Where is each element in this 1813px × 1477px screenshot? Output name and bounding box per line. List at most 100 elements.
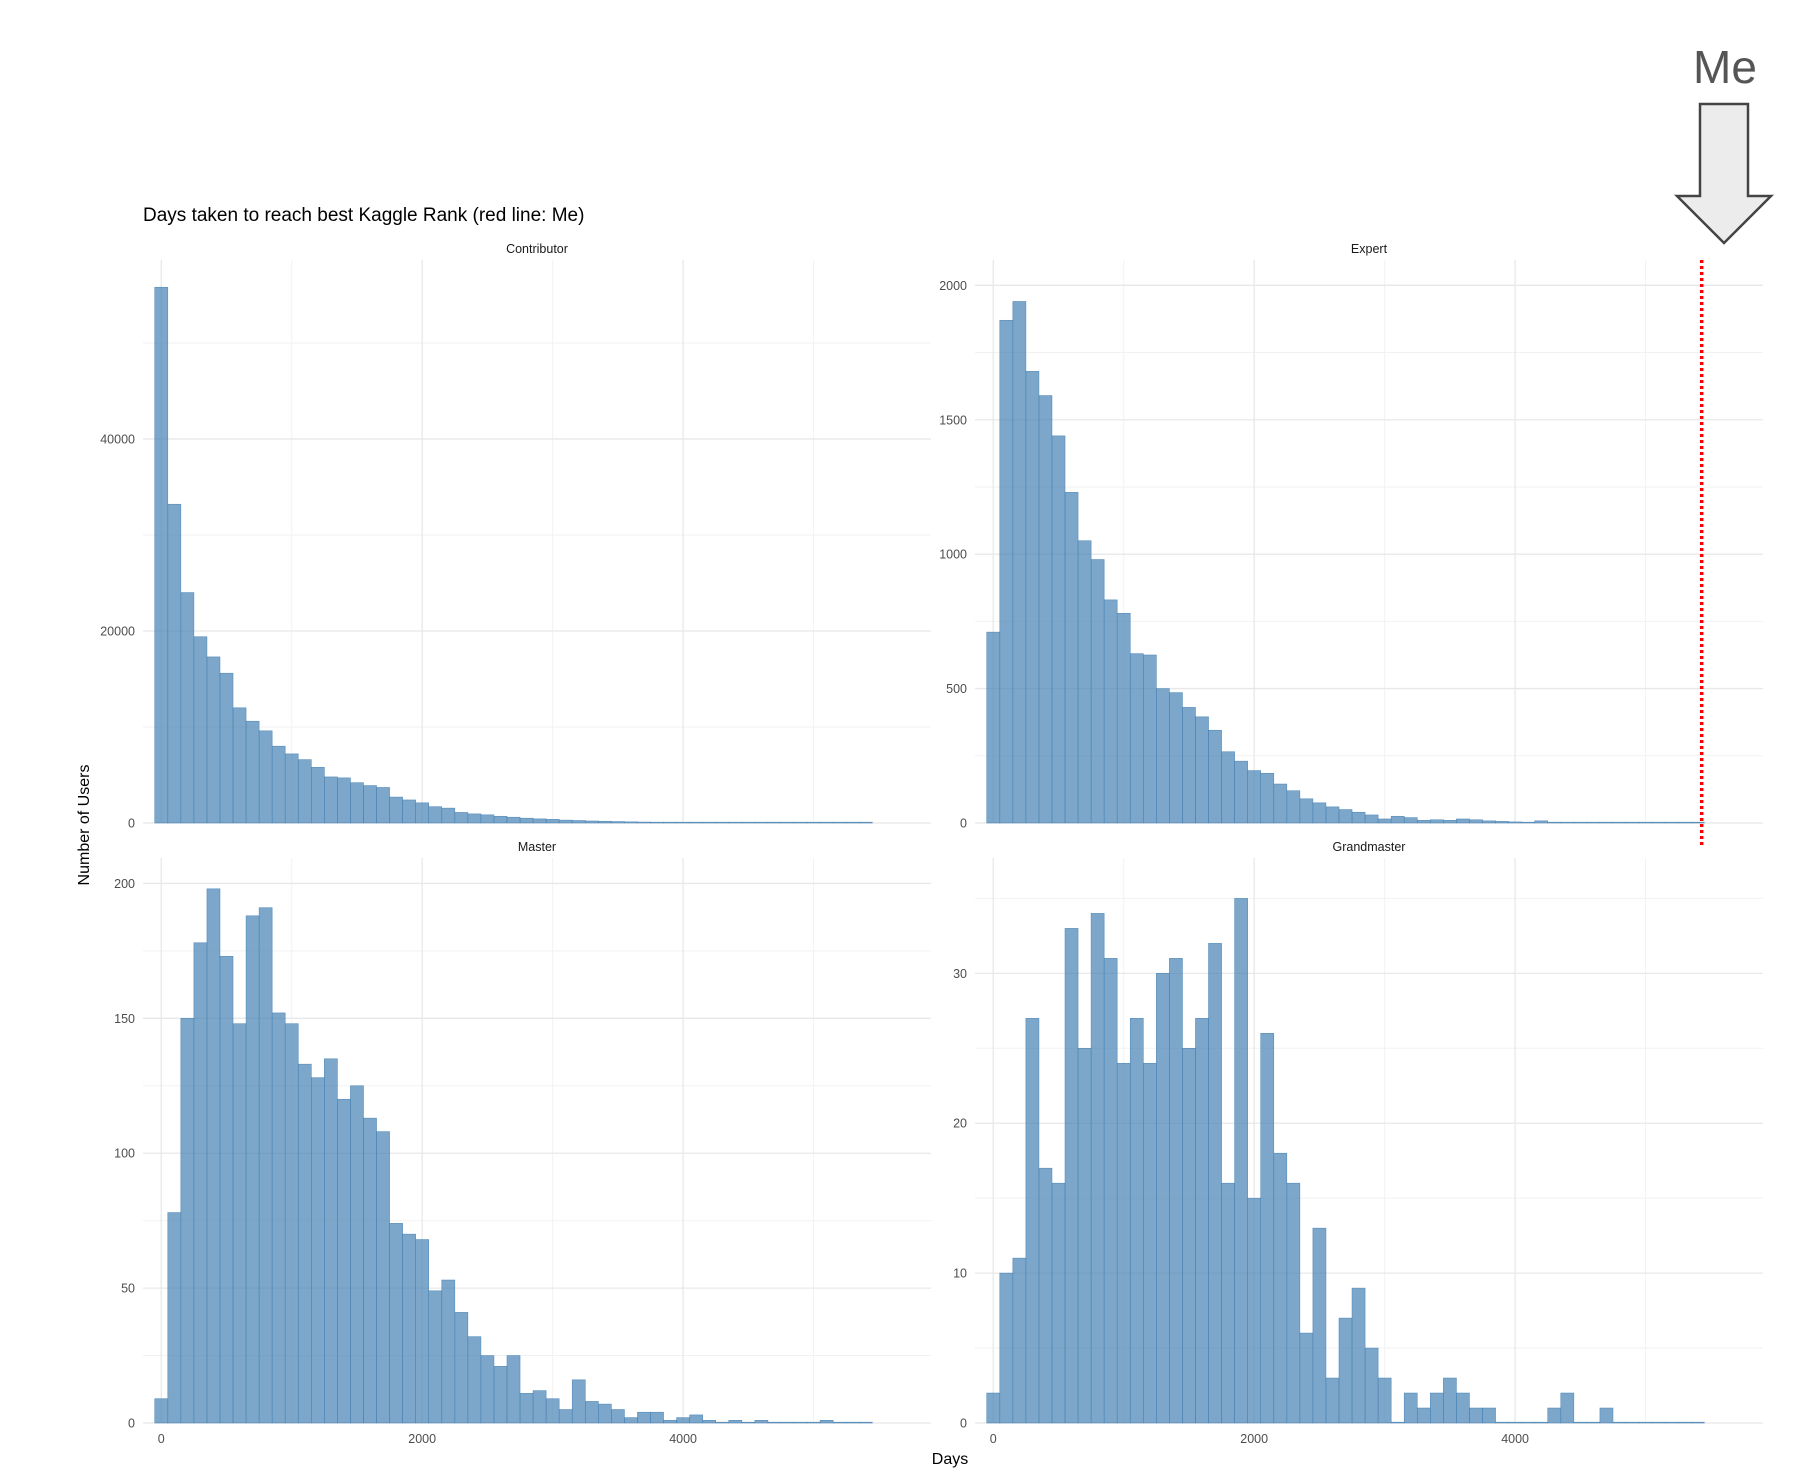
histogram-bar bbox=[1077, 1047, 1092, 1424]
histogram-bar bbox=[1573, 1421, 1588, 1424]
histogram-bar bbox=[1012, 1257, 1027, 1424]
histogram-bar bbox=[1586, 821, 1601, 824]
histogram-bar bbox=[219, 672, 234, 824]
histogram-bar bbox=[584, 1401, 599, 1424]
me-label: Me bbox=[1693, 41, 1757, 93]
histogram-bar bbox=[519, 1393, 534, 1424]
histogram-bar bbox=[637, 1411, 651, 1424]
histogram-bar bbox=[1299, 1332, 1314, 1424]
histogram-bar bbox=[715, 1421, 730, 1424]
histogram-bar bbox=[1521, 821, 1535, 824]
histogram-bar bbox=[728, 821, 743, 824]
histogram-bar bbox=[754, 1420, 769, 1424]
histogram-bar bbox=[832, 1421, 847, 1424]
histogram-bar bbox=[663, 821, 677, 824]
x-tick-label: 2000 bbox=[1240, 1432, 1268, 1446]
histogram-bar bbox=[999, 319, 1014, 824]
y-tick-label: 20000 bbox=[100, 624, 135, 638]
histogram-bar bbox=[1195, 1018, 1209, 1424]
histogram-bar bbox=[1090, 559, 1105, 824]
histogram-bar bbox=[1260, 1033, 1275, 1424]
histogram-bar bbox=[819, 1420, 834, 1424]
histogram-bar bbox=[532, 1390, 547, 1424]
histogram-bar bbox=[467, 813, 482, 824]
histogram-bar bbox=[793, 821, 808, 824]
histogram-bar bbox=[219, 955, 234, 1424]
histogram-bar bbox=[1403, 817, 1418, 824]
panel-grandmaster: Grandmaster 0 10 20 30 0 2000 4000 bbox=[953, 840, 1763, 1446]
histogram-bar bbox=[702, 821, 717, 824]
histogram-bar bbox=[611, 1409, 625, 1424]
histogram-bar bbox=[1390, 815, 1405, 824]
histogram-bar bbox=[363, 785, 377, 824]
me-annotation: Me bbox=[1673, 41, 1775, 245]
histogram-bar bbox=[441, 1279, 456, 1424]
y-tick-label: 2000 bbox=[939, 279, 967, 293]
histogram-bar bbox=[284, 1023, 299, 1424]
facet-label: Contributor bbox=[506, 242, 568, 256]
histogram-bar bbox=[571, 820, 586, 824]
histogram-bar bbox=[1677, 821, 1692, 824]
histogram-bar bbox=[506, 1355, 521, 1424]
histogram-bar bbox=[271, 745, 286, 824]
histogram-bar bbox=[545, 819, 560, 824]
histogram-bar bbox=[1208, 729, 1222, 824]
x-axis-title: Days bbox=[932, 1451, 968, 1468]
histogram-bar bbox=[193, 636, 208, 824]
x-tick-label: 0 bbox=[158, 1432, 165, 1446]
histogram-bar bbox=[1416, 1407, 1431, 1424]
y-tick-label: 10 bbox=[953, 1267, 967, 1281]
panel-contributor: Contributor 0 20000 40000 bbox=[100, 242, 931, 831]
histogram-bar bbox=[1508, 821, 1522, 824]
histogram-bar bbox=[1443, 1377, 1457, 1424]
histogram-bar bbox=[1664, 821, 1679, 824]
histogram-bar bbox=[1025, 1018, 1040, 1424]
histogram-bar bbox=[663, 1420, 677, 1424]
histogram-bar bbox=[1129, 1018, 1144, 1424]
histogram-bar bbox=[480, 1355, 495, 1424]
histogram-bar bbox=[376, 1131, 390, 1424]
histogram-bar bbox=[206, 888, 221, 1424]
histogram-bar bbox=[363, 1117, 377, 1424]
histogram-bar bbox=[598, 1403, 612, 1424]
histogram-bar bbox=[1247, 1197, 1262, 1424]
histogram-bar bbox=[1169, 692, 1183, 824]
histogram-bar bbox=[650, 821, 664, 824]
histogram-bar bbox=[1142, 654, 1157, 824]
histogram-bar bbox=[493, 815, 508, 824]
histogram-bar bbox=[689, 821, 703, 824]
histogram-bar bbox=[271, 1012, 286, 1424]
histogram-bar bbox=[1012, 301, 1027, 824]
histogram-bar bbox=[1273, 783, 1288, 824]
histogram-bar bbox=[389, 796, 403, 824]
histogram-bar bbox=[1495, 821, 1509, 824]
y-tick-label: 200 bbox=[114, 877, 135, 891]
histogram-bar bbox=[558, 819, 573, 824]
y-tick-label: 100 bbox=[114, 1147, 135, 1161]
histogram-bar bbox=[1129, 653, 1144, 824]
histogram-bar bbox=[154, 1398, 169, 1424]
histogram-bar bbox=[1534, 820, 1549, 824]
facet-label: Grandmaster bbox=[1333, 840, 1406, 854]
histogram-bar bbox=[702, 1420, 717, 1424]
y-tick-label: 150 bbox=[114, 1012, 135, 1026]
histogram-bar bbox=[741, 821, 756, 824]
histogram-bar bbox=[1116, 613, 1131, 824]
histogram-bar bbox=[845, 821, 860, 824]
histogram-bar bbox=[1377, 1377, 1392, 1424]
histogram-bar bbox=[402, 1233, 416, 1424]
facet-panels: Contributor02000040000Expert050010001500… bbox=[100, 242, 1763, 1446]
histogram-bar bbox=[1612, 1421, 1627, 1424]
histogram-bar bbox=[389, 1223, 403, 1424]
histogram-bar bbox=[728, 1420, 743, 1424]
histogram-bar bbox=[858, 1421, 873, 1424]
histogram-bar bbox=[1586, 1421, 1601, 1424]
histogram-bar bbox=[193, 942, 208, 1424]
y-tick-label: 0 bbox=[128, 817, 135, 831]
histogram-bar bbox=[1416, 820, 1431, 824]
histogram-bar bbox=[1182, 707, 1196, 824]
histogram-bar bbox=[689, 1414, 703, 1424]
down-arrow-icon bbox=[1673, 102, 1775, 245]
histogram-bar bbox=[324, 1058, 338, 1424]
histogram-bar bbox=[1560, 1392, 1575, 1424]
